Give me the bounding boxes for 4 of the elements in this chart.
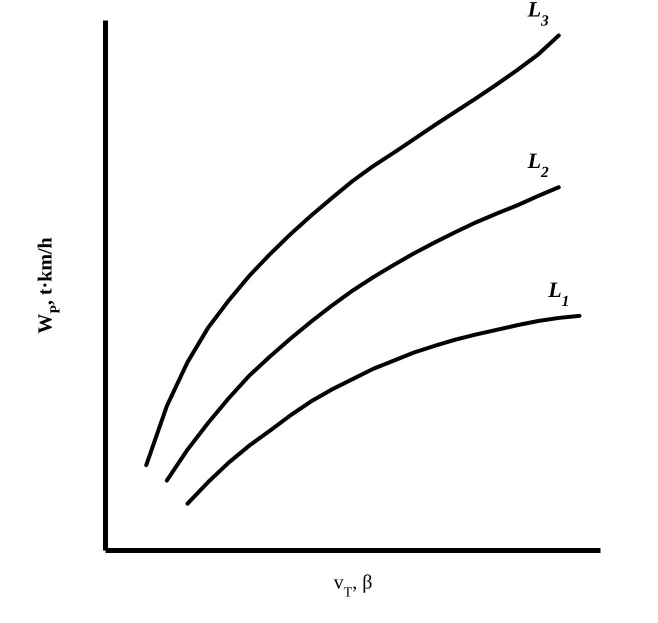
series-label: L$_{1}$ xyxy=(547,276,570,310)
x-axis-title: v$_{T}$, β xyxy=(334,572,372,600)
series-label: L$_{3}$ xyxy=(526,0,550,29)
series-label: L$_{2}$ xyxy=(526,148,550,181)
